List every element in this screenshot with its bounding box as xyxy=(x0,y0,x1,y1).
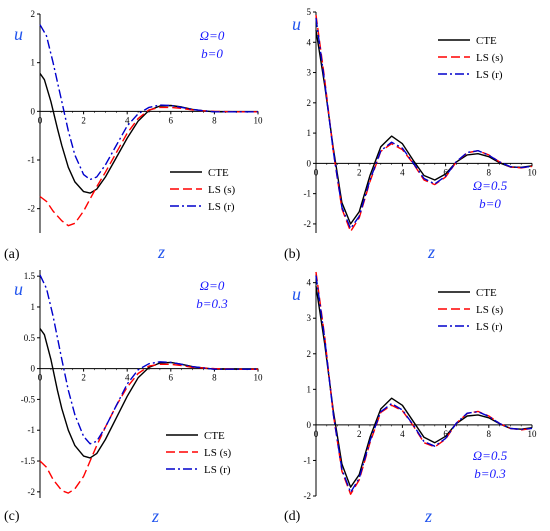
x-tick-label: 10 xyxy=(528,429,538,439)
x-tick-label: 8 xyxy=(487,167,492,177)
legend-label: CTE xyxy=(476,287,497,299)
x-axis-label: z xyxy=(157,242,165,262)
y-tick-label: 0 xyxy=(307,420,312,430)
y-tick-label: -1 xyxy=(28,155,36,165)
y-tick-label: 1 xyxy=(307,128,312,138)
legend-label: LS (s) xyxy=(476,52,504,64)
x-axis-label: z xyxy=(151,506,159,526)
series-line xyxy=(315,18,533,230)
x-axis-label: z xyxy=(427,242,435,262)
chart-panel: 0 2 4 6 8 10 -2 -1 0 1 2 3 4 5u z (b) Ω=0.5 b=0 CTE LS (s) L… xyxy=(284,7,537,262)
legend-label: LS (r) xyxy=(204,464,231,476)
y-tick-label: 4 xyxy=(307,37,312,47)
x-tick-label: 0 xyxy=(38,115,43,125)
y-tick-label: -2 xyxy=(304,491,312,501)
legend-label: LS (r) xyxy=(476,69,503,81)
legend-label: CTE xyxy=(204,430,225,442)
legend-label: CTE xyxy=(208,167,229,179)
y-tick-label: 5 xyxy=(307,7,312,17)
x-axis-label: z xyxy=(424,506,432,526)
x-tick-label: 4 xyxy=(400,429,405,439)
x-tick-label: 8 xyxy=(212,115,217,125)
x-tick-label: 10 xyxy=(254,115,264,125)
y-tick-label: 3 xyxy=(307,313,312,323)
y-tick-label: 0 xyxy=(307,158,312,168)
y-tick-label: 1 xyxy=(307,384,312,394)
y-tick-label: -1.5 xyxy=(21,456,36,466)
x-tick-label: 6 xyxy=(443,167,448,177)
series-line xyxy=(39,274,258,445)
y-tick-label: 0.5 xyxy=(24,333,36,343)
parameter-annotation: b=0.3 xyxy=(196,296,228,311)
y-axis-label: u xyxy=(14,279,23,299)
y-tick-label: 2 xyxy=(307,349,312,359)
y-tick-label: 0 xyxy=(31,364,36,374)
y-tick-label: -2 xyxy=(304,219,312,229)
y-tick-label: 1 xyxy=(31,58,36,68)
series-line xyxy=(39,24,258,181)
legend-label: LS (s) xyxy=(204,447,232,459)
series-line xyxy=(315,286,533,488)
parameter-annotation: Ω=0 xyxy=(200,28,225,43)
series-line xyxy=(315,275,533,494)
y-axis-label: u xyxy=(14,24,23,44)
y-tick-label: -1 xyxy=(28,425,36,435)
y-tick-label: -1 xyxy=(304,189,312,199)
y-axis-label: u xyxy=(292,14,301,34)
parameter-annotation: b=0.3 xyxy=(474,466,506,481)
y-axis-label: u xyxy=(292,284,301,304)
legend-label: LS (s) xyxy=(208,184,236,196)
x-tick-label: 0 xyxy=(38,373,43,383)
x-tick-label: 0 xyxy=(314,167,319,177)
x-tick-label: 4 xyxy=(400,167,405,177)
x-tick-label: 0 xyxy=(314,429,319,439)
x-tick-label: 8 xyxy=(212,373,217,383)
x-tick-label: 6 xyxy=(169,115,174,125)
chart-panel: 0 2 4 6 8 10 -2 -1.5 -1 -0.5 0 0.5 1 1.5u z (c) Ω=0 b=0.3… xyxy=(4,270,263,526)
panel-label: (a) xyxy=(4,247,20,262)
y-tick-label: 4 xyxy=(307,278,312,288)
y-tick-label: -0.5 xyxy=(21,394,36,404)
y-tick-label: -2 xyxy=(28,487,36,497)
panel-label: (b) xyxy=(284,247,301,262)
y-tick-label: 2 xyxy=(31,9,36,19)
x-tick-label: 6 xyxy=(443,429,448,439)
y-tick-label: 0 xyxy=(31,106,36,116)
series-line xyxy=(39,363,258,494)
legend-label: LS (s) xyxy=(476,304,504,316)
x-tick-label: 2 xyxy=(357,167,362,177)
parameter-annotation: b=0 xyxy=(201,46,223,61)
legend-label: LS (r) xyxy=(208,201,235,213)
x-tick-label: 10 xyxy=(254,373,264,383)
panel-label: (d) xyxy=(284,509,301,524)
legend-label: LS (r) xyxy=(476,321,503,333)
y-tick-label: 2 xyxy=(307,98,312,108)
y-tick-label: 1.5 xyxy=(24,271,36,281)
y-tick-label: -1 xyxy=(304,455,312,465)
parameter-annotation: b=0 xyxy=(479,196,501,211)
x-tick-label: 6 xyxy=(169,373,174,383)
x-tick-label: 4 xyxy=(125,373,130,383)
x-tick-label: 2 xyxy=(357,429,362,439)
parameter-annotation: Ω=0.5 xyxy=(473,448,508,463)
y-tick-label: -2 xyxy=(28,204,36,214)
series-line xyxy=(315,30,533,225)
x-tick-label: 10 xyxy=(528,167,538,177)
panel-label: (c) xyxy=(4,509,20,524)
x-tick-label: 2 xyxy=(81,373,86,383)
y-tick-label: 3 xyxy=(307,68,312,78)
parameter-annotation: Ω=0.5 xyxy=(473,178,508,193)
series-line xyxy=(39,328,258,459)
x-tick-label: 2 xyxy=(81,115,86,125)
y-tick-label: 1 xyxy=(31,302,36,312)
x-tick-label: 8 xyxy=(487,429,492,439)
x-tick-label: 4 xyxy=(125,115,130,125)
parameter-annotation: Ω=0 xyxy=(200,278,225,293)
legend-label: CTE xyxy=(476,35,497,47)
